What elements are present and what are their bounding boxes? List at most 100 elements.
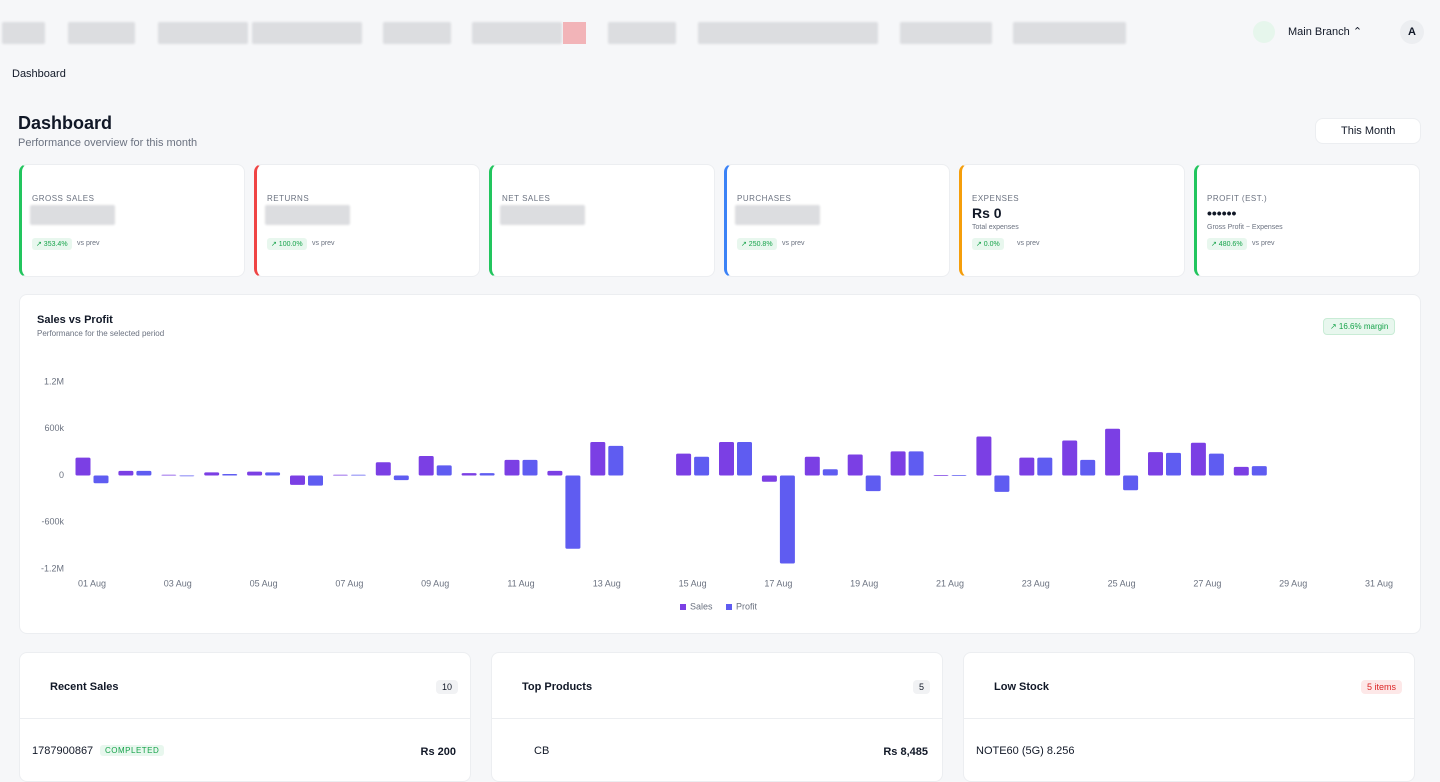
- bar: [565, 475, 581, 549]
- bar: [75, 457, 91, 476]
- kpi-compare: vs prev: [782, 240, 805, 247]
- bar: [676, 453, 692, 476]
- bar: [308, 475, 323, 486]
- chart-title: Sales vs Profit: [37, 314, 113, 326]
- kpi-label: PURCHASES: [737, 194, 792, 203]
- row-amount: Rs 8,485: [883, 746, 928, 758]
- x-tick-label: 15 Aug: [679, 578, 707, 588]
- bar: [375, 462, 391, 476]
- bar: [847, 454, 863, 476]
- bar: [1190, 442, 1206, 476]
- margin-badge: ↗ 16.6% margin: [1323, 318, 1396, 335]
- row-name: NOTE60 (5G) 8.256: [976, 745, 1075, 757]
- bar: [1233, 466, 1249, 476]
- branch-selector[interactable]: Main Branch ⌃: [1288, 26, 1363, 38]
- chart-card: Sales vs Profit Performance for the sele…: [19, 294, 1421, 634]
- kpi-change: ↗ 100.0%: [267, 238, 307, 250]
- x-tick-label: 31 Aug: [1365, 578, 1393, 588]
- kpi-card: RETURNS ↗ 100.0% vs prev: [254, 164, 480, 277]
- bar: [951, 475, 967, 476]
- kpi-label: GROSS SALES: [32, 194, 95, 203]
- bar: [204, 472, 220, 476]
- legend-label: Profit: [736, 601, 758, 611]
- row-status: COMPLETED: [100, 745, 165, 756]
- legend-swatch: [726, 604, 732, 610]
- panel-title: Low Stock: [994, 681, 1050, 693]
- kpi-compare: vs prev: [77, 240, 100, 247]
- bar: [694, 456, 710, 476]
- bar: [222, 473, 238, 476]
- chart-subtitle: Performance for the selected period: [37, 329, 165, 338]
- bar: [822, 469, 838, 476]
- bar: [290, 475, 305, 485]
- bar: [332, 474, 348, 476]
- y-tick-label: 0: [59, 470, 64, 480]
- x-tick-label: 13 Aug: [593, 578, 621, 588]
- bar: [1037, 457, 1053, 476]
- kpi-compare: vs prev: [312, 240, 335, 247]
- kpi-card: PROFIT (EST.) •••••• Gross Profit − Expens…: [1194, 164, 1420, 277]
- y-tick-label: -600k: [41, 517, 64, 527]
- bar: [994, 475, 1010, 492]
- bar: [976, 436, 992, 476]
- bar: [1019, 457, 1035, 476]
- bar: [804, 456, 820, 476]
- kpi-value-hidden: [500, 205, 585, 225]
- x-tick-label: 29 Aug: [1279, 578, 1307, 588]
- bar: [1123, 475, 1139, 491]
- x-tick-label: 01 Aug: [78, 578, 106, 588]
- bar: [1062, 440, 1078, 476]
- kpi-note: Gross Profit − Expenses: [1207, 224, 1283, 231]
- period-select[interactable]: This Month: [1315, 118, 1421, 144]
- divider: [20, 718, 470, 719]
- top-nav: Main Branch ⌃ A: [0, 0, 1440, 62]
- x-tick-label: 03 Aug: [164, 578, 192, 588]
- bar: [161, 474, 177, 476]
- x-tick-label: 05 Aug: [250, 578, 278, 588]
- panel-card: Top Products 5 CB Rs 8,485: [491, 652, 943, 782]
- wifi-icon: [1253, 21, 1275, 43]
- kpi-change: ↗ 250.8%: [737, 238, 777, 250]
- kpi-value-hidden: [735, 205, 820, 225]
- x-tick-label: 19 Aug: [850, 578, 878, 588]
- bar: [418, 456, 434, 476]
- kpi-card: NET SALES: [489, 164, 715, 277]
- row-amount: Rs 200: [420, 746, 456, 758]
- panel-badge: 10: [435, 680, 458, 694]
- bar: [890, 451, 906, 476]
- bar: [1148, 452, 1163, 476]
- bar: [93, 475, 109, 484]
- x-tick-label: 17 Aug: [764, 578, 792, 588]
- row-name: 1787900867: [32, 745, 94, 757]
- bar: [1080, 459, 1096, 476]
- kpi-change: ↗ 480.6%: [1207, 238, 1247, 250]
- kpi-compare: vs prev: [1252, 240, 1275, 247]
- bar: [504, 459, 520, 476]
- bar: [479, 473, 495, 476]
- bar: [265, 472, 281, 476]
- y-tick-label: -1.2M: [41, 563, 64, 573]
- panel-badge: 5: [912, 680, 930, 694]
- panel-card: Low Stock 5 items NOTE60 (5G) 8.256: [963, 652, 1415, 782]
- bar: [118, 470, 134, 476]
- divider: [964, 718, 1414, 719]
- x-tick-label: 21 Aug: [936, 578, 964, 588]
- chart: -1.2M -600k 0 600k 1.2M 01 Aug 03 Aug 05 Aug 07 …: [41, 376, 1393, 611]
- bar: [136, 470, 152, 476]
- bar: [1105, 428, 1121, 476]
- bar: [522, 459, 538, 476]
- x-tick-label: 11 Aug: [507, 578, 534, 588]
- y-tick-label: 600k: [44, 423, 64, 433]
- panel-card: Recent Sales 10 1787900867 COMPLETED Rs 200: [19, 652, 471, 782]
- kpi-card: GROSS SALES ↗ 353.4% vs prev: [19, 164, 245, 277]
- bar: [461, 473, 477, 476]
- bar: [908, 451, 924, 476]
- panel-title: Recent Sales: [50, 681, 119, 693]
- bar: [393, 475, 409, 481]
- bar: [1208, 453, 1224, 476]
- avatar[interactable]: A: [1400, 20, 1424, 44]
- bar: [247, 471, 263, 476]
- divider: [492, 718, 942, 719]
- bar: [590, 441, 606, 476]
- bar: [719, 441, 734, 476]
